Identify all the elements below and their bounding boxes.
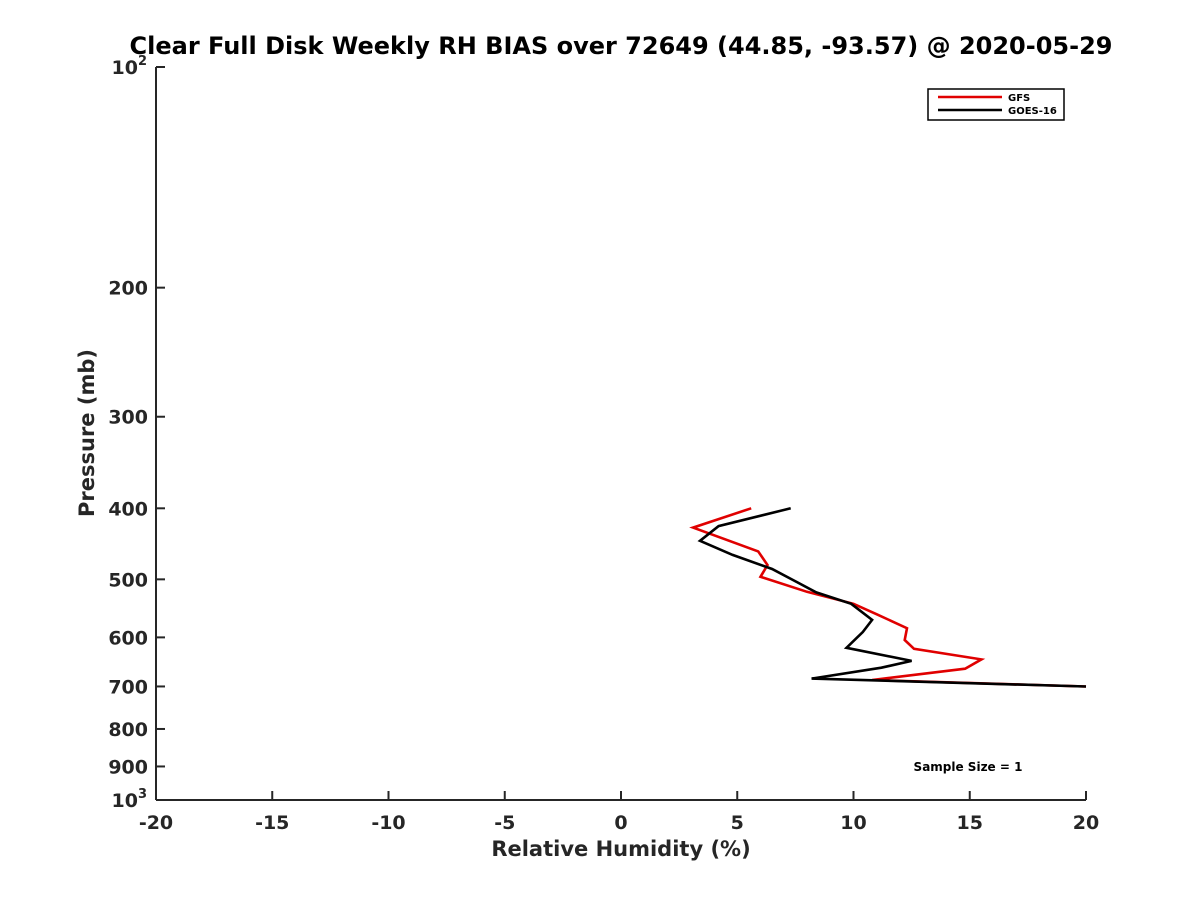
y-tick-label: 500 <box>108 569 148 591</box>
y-tick-exponent: 3 <box>138 787 147 802</box>
y-tick-label: 800 <box>108 719 148 741</box>
x-tick-label: -10 <box>371 812 405 834</box>
x-tick-label: 20 <box>1073 812 1099 834</box>
y-tick-label: 900 <box>108 756 148 778</box>
x-ticks: -20 -15 -10 -5 0 5 10 15 20 <box>139 791 1099 834</box>
y-axis-label: Pressure (mb) <box>75 349 99 517</box>
legend-box <box>927 88 1065 121</box>
x-axis-label: Relative Humidity (%) <box>491 837 750 861</box>
chart-title: Clear Full Disk Weekly RH BIAS over 7264… <box>130 32 1113 60</box>
x-tick-label: 10 <box>840 812 866 834</box>
x-tick-label: -5 <box>494 812 515 834</box>
y-tick-exponent: 2 <box>138 54 147 69</box>
sample-size-annotation: Sample Size = 1 <box>914 760 1023 774</box>
x-tick-label: 15 <box>957 812 983 834</box>
y-tick-label: 300 <box>108 407 148 429</box>
legend-label-gfs: GFS <box>1008 93 1030 104</box>
legend-label-goes16: GOES-16 <box>1008 106 1057 117</box>
y-tick-label: 200 <box>108 278 148 300</box>
x-tick-label: 0 <box>614 812 627 834</box>
y-tick-label: 700 <box>108 676 148 698</box>
y-tick-label: 10 <box>112 790 138 812</box>
series-layer <box>689 507 1087 688</box>
x-tick-label: -15 <box>255 812 289 834</box>
x-tick-label: 5 <box>731 812 744 834</box>
series-line-goes16 <box>697 507 1087 688</box>
x-tick-label: -20 <box>139 812 173 834</box>
y-tick-label: 10 <box>112 57 138 79</box>
series-line-gfs <box>689 507 1087 688</box>
legend: GFS GOES-16 <box>927 88 1065 121</box>
y-tick-label: 600 <box>108 627 148 649</box>
y-tick-label: 400 <box>108 498 148 520</box>
